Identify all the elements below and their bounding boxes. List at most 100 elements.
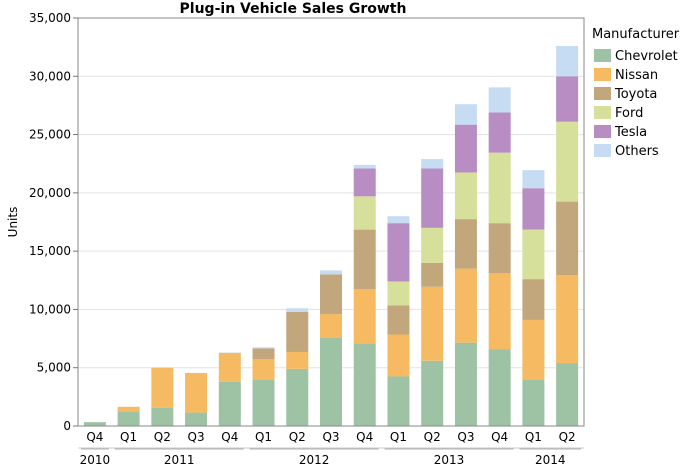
bar-ford (488, 152, 511, 224)
bar-chevrolet (218, 381, 241, 426)
bar-tesla (488, 112, 511, 153)
axes (77, 17, 585, 427)
legend-title: Manufacturer (592, 27, 680, 42)
bar-others (286, 308, 309, 312)
bar-chevrolet (286, 368, 309, 426)
bar-nissan (522, 319, 545, 380)
bar-toyota (556, 201, 579, 276)
year-label: 2012 (299, 453, 330, 467)
bar-nissan (252, 358, 275, 380)
x-tick-label: Q4 (221, 430, 238, 444)
bars (83, 45, 579, 426)
x-tick-label: Q3 (322, 430, 339, 444)
bar-chevrolet (556, 363, 579, 426)
legend-swatch (594, 68, 611, 81)
plot-frame (77, 17, 585, 427)
legend-swatch (594, 49, 611, 62)
bar-tesla (387, 223, 410, 282)
bar-nissan (488, 273, 511, 350)
bar-others (421, 159, 444, 169)
bar-nissan (320, 314, 342, 338)
bar-nissan (117, 406, 140, 413)
bar-toyota (387, 305, 410, 335)
bar-toyota (522, 279, 545, 320)
bar-ford (522, 229, 545, 280)
x-tick-label: Q4 (86, 430, 103, 444)
year-label: 2010 (80, 453, 111, 467)
y-tick-label: 20,000 (29, 186, 71, 200)
y-axis-ticks: 0 5,000 10,000 15,000 20,000 25,000 30,000 35,0… (29, 11, 78, 433)
bar-ford (387, 281, 410, 306)
y-tick-label: 35,000 (29, 11, 71, 25)
bar-toyota (454, 219, 477, 269)
x-tick-label: Q1 (390, 430, 407, 444)
bar-tesla (353, 168, 376, 197)
x-tick-label: Q2 (289, 430, 306, 444)
bar-others (556, 45, 579, 77)
bar-chevrolet (83, 422, 106, 426)
bar-chevrolet (421, 360, 444, 426)
bar-nissan (218, 353, 241, 382)
bar-chevrolet (353, 343, 376, 426)
bar-others (252, 347, 275, 349)
bar-toyota (252, 348, 275, 359)
x-tick-label: Q1 (120, 430, 137, 444)
bar-nissan (286, 351, 309, 369)
x-tick-label: Q2 (154, 430, 171, 444)
bar-nissan (454, 268, 477, 343)
bar-tesla (421, 168, 444, 228)
bar-nissan (353, 289, 376, 344)
x-tick-label: Q4 (356, 430, 373, 444)
x-tick-label: Q1 (525, 430, 542, 444)
bar-nissan (151, 367, 174, 408)
bar-ford (454, 172, 477, 220)
bar-toyota (353, 229, 376, 290)
x-tick-label: Q2 (424, 430, 441, 444)
legend-entry: Nissan (615, 68, 658, 83)
y-axis-label: Units (6, 207, 20, 238)
legend-entry: Toyota (614, 87, 657, 102)
bar-nissan (185, 372, 208, 413)
bar-toyota (320, 274, 342, 315)
bar-others (454, 104, 477, 125)
legend-entry: Chevrolet (615, 49, 678, 64)
bar-chevrolet (387, 376, 410, 426)
bar-others (522, 170, 545, 189)
legend-entry: Others (615, 144, 659, 159)
bar-ford (556, 121, 579, 202)
bar-tesla (522, 188, 545, 230)
bar-others (387, 216, 410, 224)
bar-toyota (421, 262, 444, 287)
x-tick-label: Q3 (457, 430, 474, 444)
bar-tesla (454, 124, 477, 173)
y-tick-label: 25,000 (29, 128, 71, 142)
bar-chevrolet (185, 412, 208, 426)
y-tick-label: 0 (63, 419, 71, 433)
bar-chevrolet (454, 342, 477, 426)
legend: Manufacturer Chevrolet Nissan Toyota Ford Te… (592, 27, 680, 159)
y-tick-label: 30,000 (29, 69, 71, 83)
y-tick-label: 5,000 (37, 361, 71, 375)
x-tick-label: Q1 (255, 430, 272, 444)
bar-chevrolet (522, 379, 545, 426)
bar-chevrolet (151, 407, 174, 426)
year-label: 2011 (164, 453, 195, 467)
legend-swatch (594, 144, 611, 157)
bar-chevrolet (320, 337, 342, 426)
bar-nissan (387, 334, 410, 377)
legend-swatch (594, 87, 611, 100)
bar-toyota (488, 223, 511, 274)
legend-swatch (594, 106, 611, 119)
bar-ford (421, 227, 444, 263)
x-tick-label: Q4 (491, 430, 508, 444)
bar-others (320, 270, 342, 275)
legend-entry: Ford (615, 106, 643, 121)
bar-toyota (286, 311, 309, 352)
bar-chevrolet (252, 379, 275, 426)
bar-nissan (556, 275, 579, 364)
bar-tesla (556, 76, 579, 122)
y-tick-label: 15,000 (29, 244, 71, 258)
bar-chevrolet (488, 349, 511, 426)
bar-ford (353, 196, 376, 230)
